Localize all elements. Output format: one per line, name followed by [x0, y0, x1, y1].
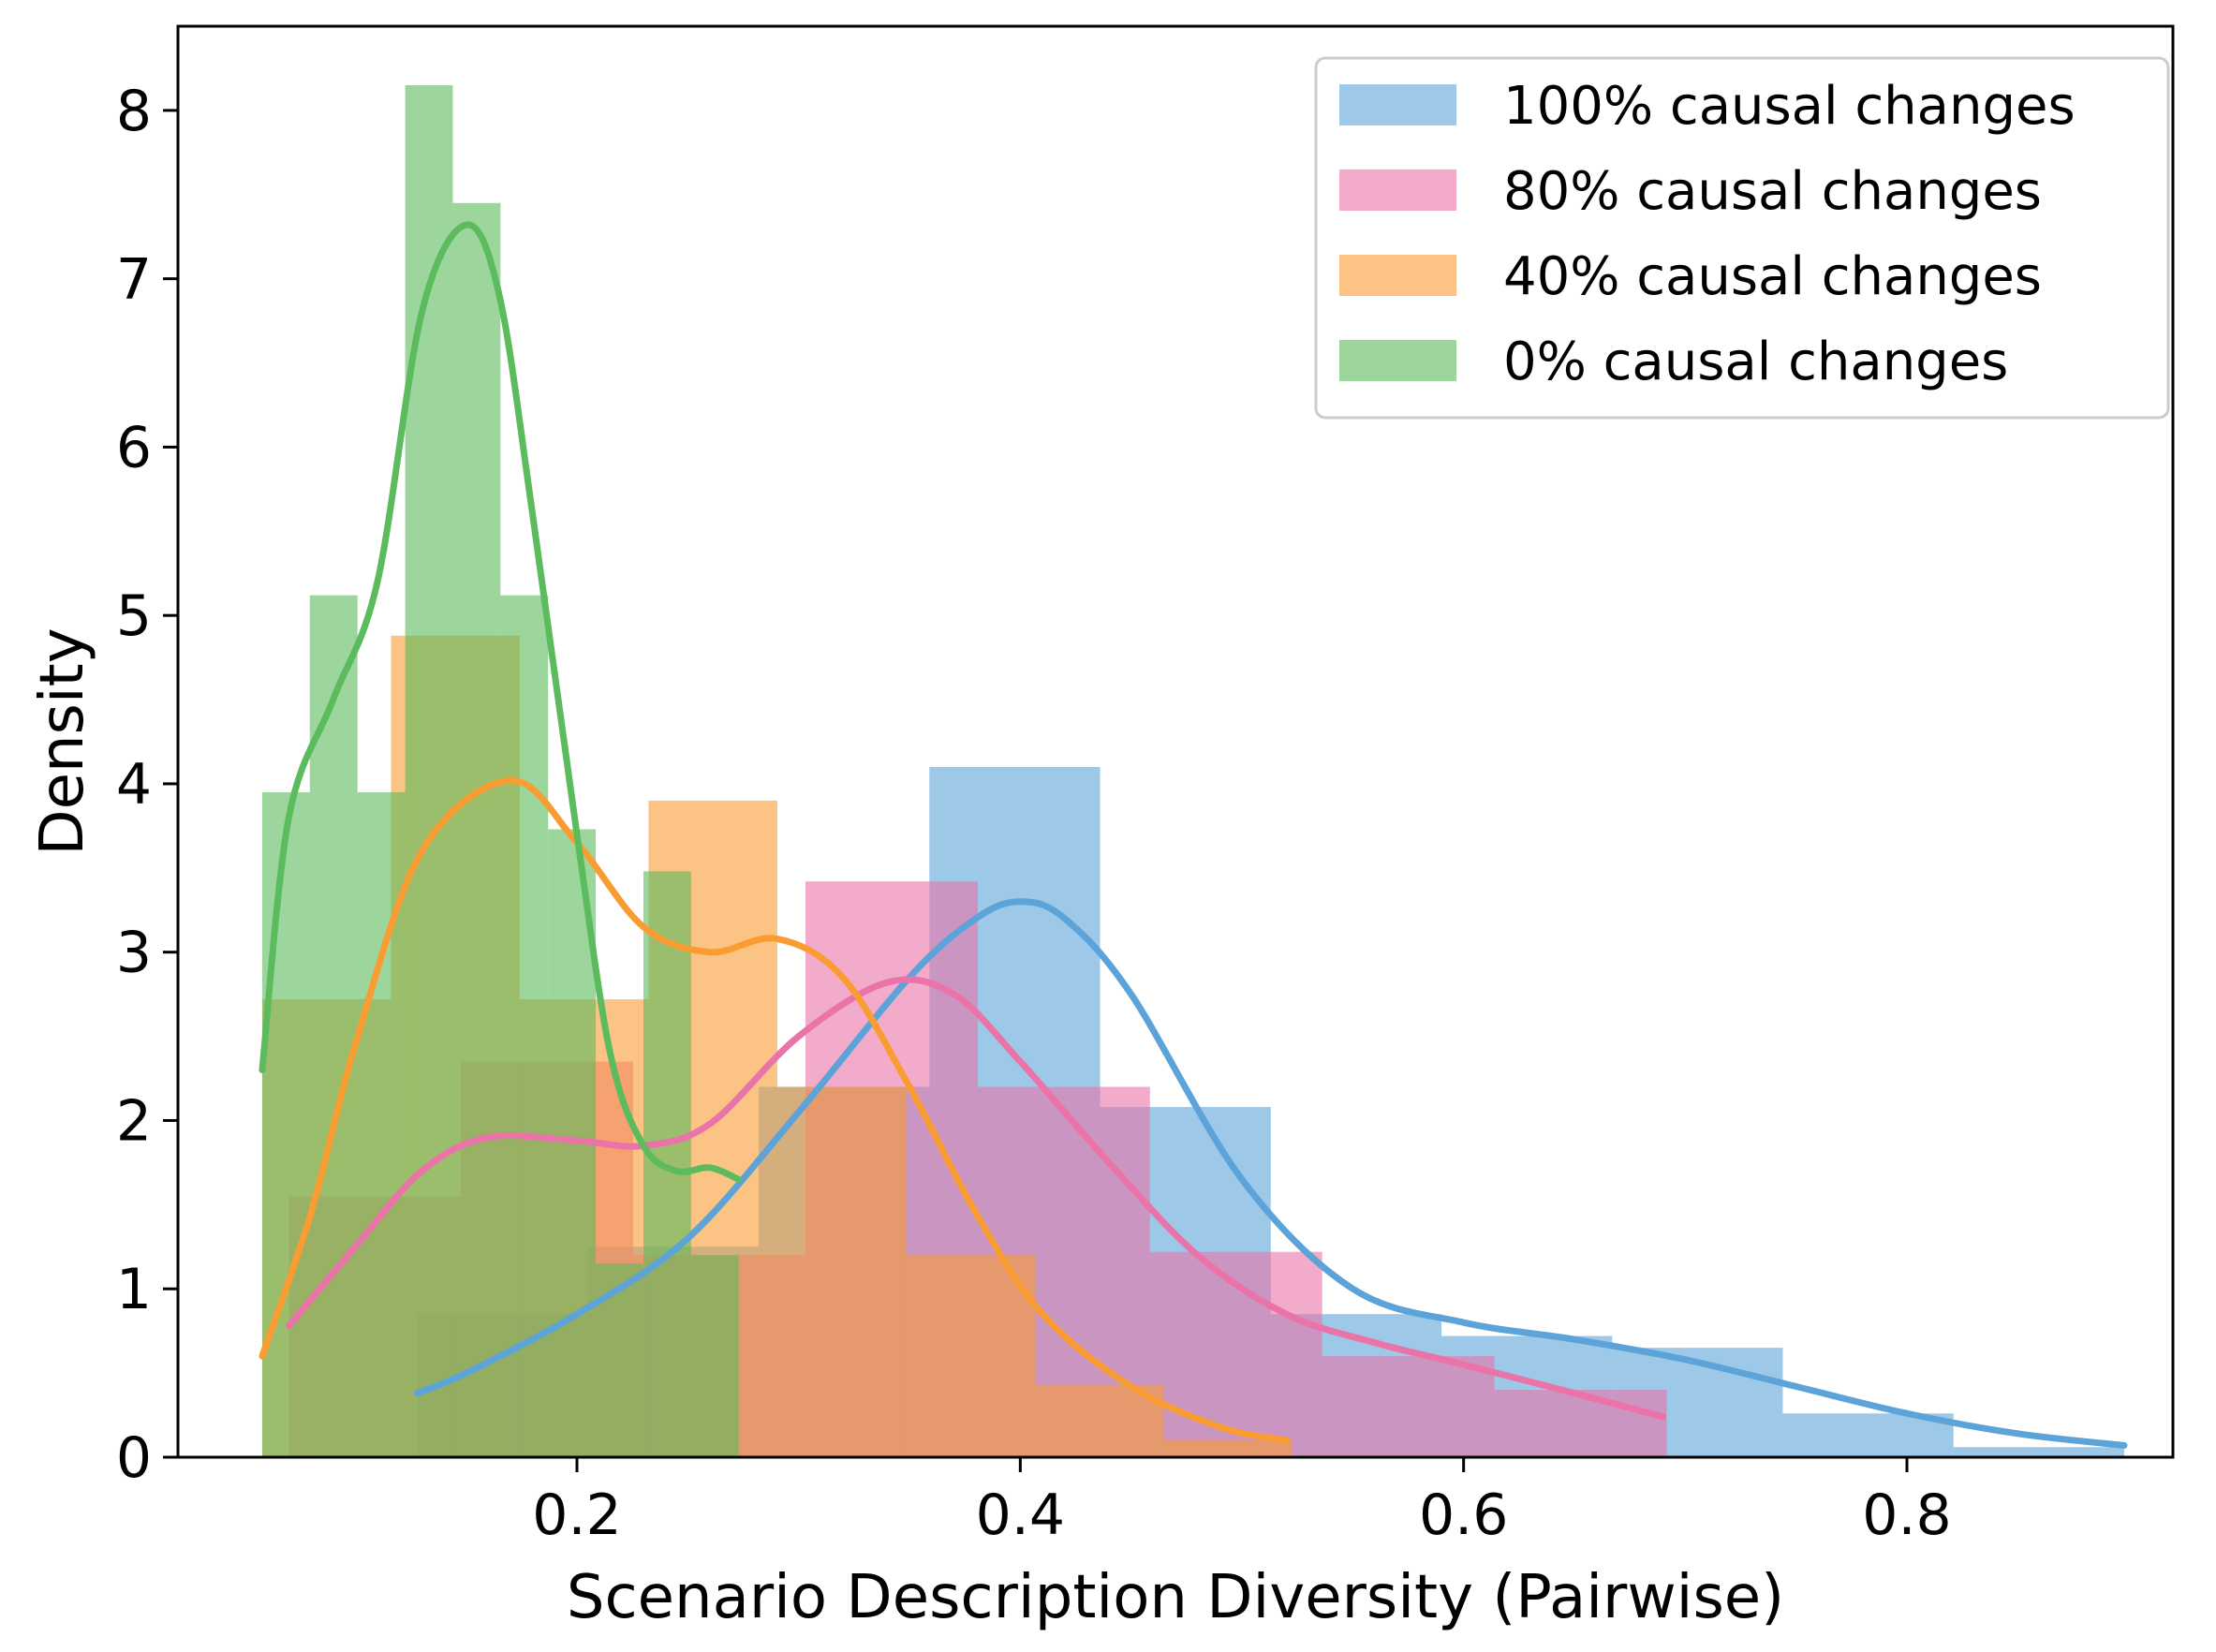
histogram-bar [261, 791, 310, 1457]
y-tick-label: 8 [116, 79, 152, 144]
legend-swatch [1339, 170, 1456, 211]
kde-curve [259, 221, 743, 1183]
histogram-bar [1953, 1447, 2124, 1457]
histogram-bar [500, 595, 549, 1457]
legend-frame [1314, 56, 2170, 420]
legend-swatch [1339, 255, 1456, 296]
histogram-bar [690, 1255, 739, 1457]
legend-items: 100% causal changes 80% causal changes 40%… [1339, 76, 2076, 392]
histogram-bar [452, 202, 501, 1458]
histogram-bar [357, 791, 406, 1457]
legend-label: 0% causal changes [1503, 332, 2008, 392]
histogram-bar [1163, 1440, 1293, 1457]
y-tick-label: 1 [116, 1257, 152, 1322]
y-tick-label: 2 [116, 1088, 152, 1154]
histogram-bar [1494, 1390, 1667, 1457]
legend-label: 80% causal changes [1503, 161, 2042, 222]
histogram-bar [405, 84, 453, 1458]
x-tick-label: 0.8 [1862, 1482, 1951, 1548]
plot-frame [176, 24, 2175, 1459]
legend-swatch [1339, 84, 1456, 125]
histogram-bar [1322, 1356, 1495, 1457]
kde-curve [259, 776, 1290, 1444]
y-tick-label: 3 [116, 921, 152, 986]
legend-label: 40% causal changes [1503, 246, 2042, 307]
x-tick-label: 0.6 [1419, 1482, 1508, 1548]
y-tick-label: 5 [116, 583, 152, 649]
x-tick-label: 0.2 [532, 1482, 621, 1548]
x-axis-ticks: 0.2 0.4 0.6 0.8 [532, 1457, 1952, 1548]
histogram-bar [1782, 1413, 1954, 1457]
y-tick-label: 6 [116, 415, 152, 480]
x-axis-label: Scenario Description Diversity (Pairwise… [567, 1563, 1784, 1632]
y-axis-label: Density [28, 627, 97, 855]
histogram-bar [776, 1086, 907, 1457]
legend: 100% causal changes 80% causal changes 40%… [1314, 56, 2170, 420]
kde-curve [414, 898, 2128, 1449]
histogram-bar [596, 1263, 643, 1457]
legend-swatch [1339, 340, 1456, 381]
x-tick-label: 0.4 [976, 1482, 1065, 1548]
histogram-bar [309, 595, 358, 1457]
legend-label: 100% causal changes [1503, 76, 2076, 137]
kde-curve [285, 976, 1667, 1421]
y-tick-label: 0 [116, 1425, 152, 1491]
y-tick-label: 7 [116, 247, 152, 313]
histogram-bar [906, 1255, 1035, 1457]
y-axis-ticks: 0 1 2 3 4 5 6 7 8 [116, 79, 178, 1491]
y-tick-label: 4 [116, 752, 152, 818]
kde-curves [259, 221, 2128, 1449]
